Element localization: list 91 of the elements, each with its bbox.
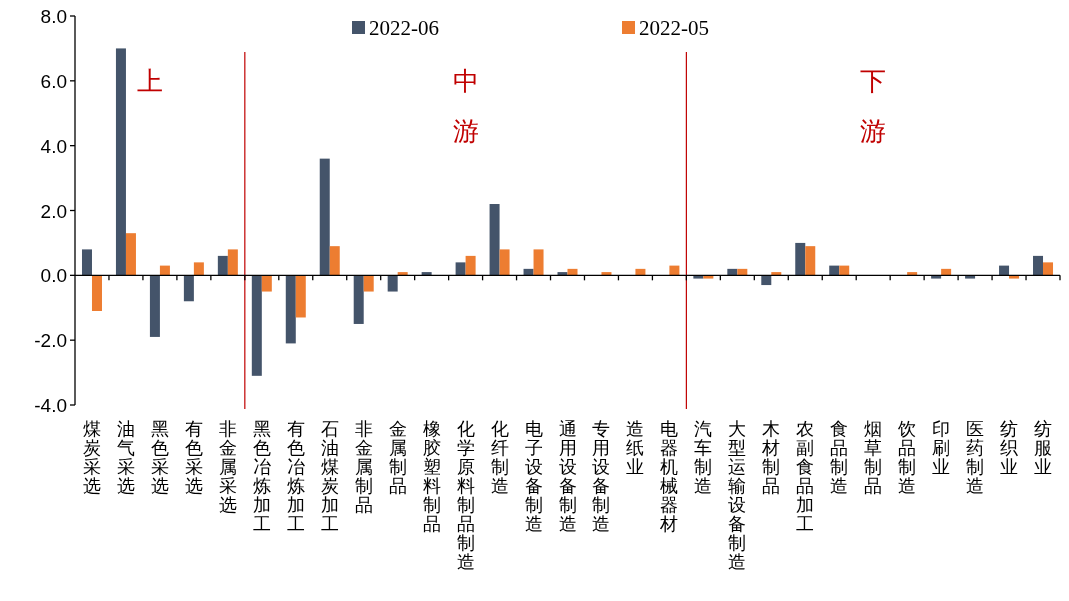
bar (567, 268, 578, 276)
y-tick-label: 2.0 (40, 200, 67, 222)
bar (557, 272, 568, 276)
x-tick-label: 煤炭采选 (82, 419, 101, 496)
x-tick-label: 医药制造 (966, 419, 985, 496)
bar (183, 275, 194, 302)
bar (81, 249, 92, 276)
annotation: 下游 (860, 66, 887, 146)
y-tick-label: 6.0 (40, 70, 67, 92)
bar (1043, 262, 1054, 276)
legend-label: 2022-06 (369, 16, 439, 40)
bar (465, 255, 476, 276)
bar (397, 272, 408, 276)
x-tick-label: 饮品制造 (897, 419, 917, 496)
x-tick-label: 农副食品加工 (796, 419, 815, 534)
bar (907, 272, 918, 276)
bar (737, 268, 748, 276)
x-tick-label: 化纤制造 (490, 419, 509, 496)
bar (669, 265, 680, 276)
bar (285, 275, 296, 344)
bar (91, 275, 102, 311)
bar (635, 268, 646, 276)
bar (193, 262, 204, 276)
bar (965, 275, 976, 279)
bar (319, 158, 330, 276)
bar (455, 262, 466, 276)
legend-label: 2022-05 (639, 16, 709, 40)
bar (941, 268, 952, 276)
x-tick-label: 非金属采选 (218, 419, 237, 515)
x-tick-label: 纺服业 (1034, 419, 1053, 477)
bar (159, 265, 170, 276)
x-tick-label: 金属制品 (388, 419, 407, 496)
x-tick-label: 汽车制造 (694, 419, 713, 496)
x-tick-label: 电子设备制造 (524, 419, 543, 534)
annotation: 上 (136, 66, 163, 96)
bar (761, 275, 772, 286)
x-tick-label: 电器机械器材 (659, 419, 679, 534)
bar (601, 272, 612, 276)
bar (693, 275, 704, 279)
y-tick-label: 8.0 (40, 6, 67, 27)
x-tick-label: 黑色采选 (150, 419, 169, 496)
bar (999, 265, 1010, 276)
x-tick-label: 烟草制品 (864, 419, 883, 496)
bar (295, 275, 306, 318)
bar (217, 255, 228, 276)
bar (115, 48, 126, 276)
bar (727, 268, 738, 276)
x-tick-label: 纺织业 (1000, 419, 1019, 477)
bar (703, 275, 714, 279)
x-tick-label: 化学原料制品制造 (456, 419, 475, 572)
bar (1009, 275, 1020, 279)
x-tick-label: 非金属制品 (354, 419, 373, 515)
bar (523, 268, 534, 276)
bar (931, 275, 942, 279)
x-tick-label: 有色冶炼加工 (286, 419, 305, 534)
bar (533, 249, 544, 276)
bar (125, 233, 136, 276)
x-tick-label: 油气采选 (116, 419, 135, 496)
bar (421, 272, 432, 276)
x-tick-label: 有色采选 (184, 419, 203, 496)
x-tick-label: 大型运输设备制造 (728, 419, 747, 572)
bar (829, 265, 840, 276)
bar (839, 265, 850, 276)
bar (1033, 255, 1044, 276)
x-tick-label: 木材制品 (761, 419, 781, 496)
bar (771, 272, 782, 276)
bar (227, 249, 238, 276)
bar (387, 275, 398, 292)
y-tick-label: -2.0 (34, 330, 67, 352)
bar (489, 204, 500, 276)
y-tick-label: 4.0 (40, 135, 67, 157)
bar (261, 275, 272, 292)
y-tick-label: -4.0 (34, 395, 67, 416)
x-tick-label: 专用设备制造 (592, 419, 611, 534)
x-tick-label: 石油煤炭加工 (320, 419, 339, 534)
x-tick-label: 食品制造 (830, 419, 849, 496)
bar (329, 246, 340, 276)
bar (149, 275, 160, 337)
x-tick-label: 印刷业 (932, 419, 951, 477)
x-tick-label: 黑色冶炼加工 (252, 419, 271, 534)
bar (353, 275, 364, 324)
bar (499, 249, 510, 276)
y-tick-label: 0.0 (40, 265, 67, 287)
annotation: 中游 (452, 66, 479, 146)
bar (251, 275, 262, 376)
bar (805, 246, 816, 276)
x-tick-label: 通用设备制造 (558, 419, 577, 534)
bar (363, 275, 374, 292)
bar (795, 242, 806, 276)
x-tick-label: 橡胶塑料制品 (422, 419, 441, 534)
x-tick-label: 造纸业 (626, 419, 645, 477)
